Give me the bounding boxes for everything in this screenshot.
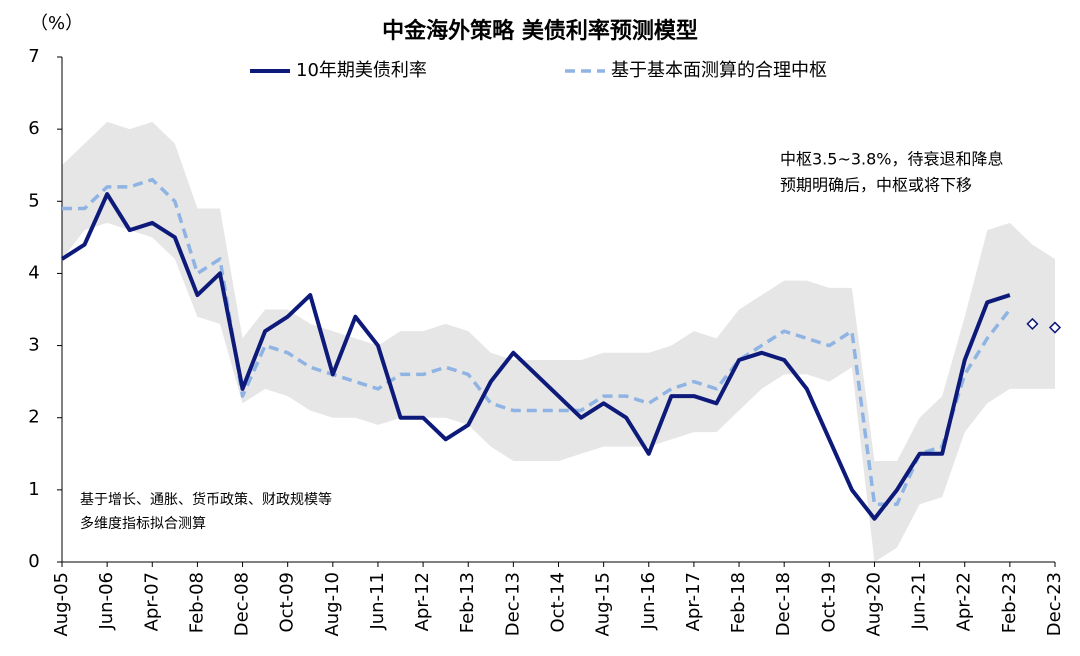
x-tick-label: Feb-08	[186, 572, 207, 633]
y-tick-label: 7	[28, 46, 39, 67]
y-tick-label: 5	[28, 190, 39, 211]
annotation: 中枢3.5~3.8%，待衰退和降息	[780, 150, 1004, 169]
x-tick-label: Jun-21	[909, 572, 930, 631]
x-tick-label: Feb-18	[728, 572, 749, 633]
legend-label: 基于基本面测算的合理中枢	[611, 60, 827, 81]
annotation: 预期明确后，中枢或将下移	[780, 176, 972, 195]
annotation: 多维度指标拟合测算	[80, 515, 206, 532]
x-tick-label: Jun-11	[367, 572, 388, 631]
x-tick-label: Feb-13	[457, 572, 478, 633]
y-tick-label: 1	[28, 479, 39, 500]
forecast-marker	[1048, 321, 1062, 334]
series-line	[62, 177, 1012, 507]
x-tick-label: Aug-15	[593, 572, 614, 637]
y-tick-label: 2	[28, 407, 39, 428]
legend-label: 10年期美债利率	[296, 60, 427, 81]
x-tick-label: Jun-16	[638, 572, 659, 631]
x-tick-label: Dec-13	[502, 572, 523, 636]
x-tick-label: Feb-23	[999, 572, 1020, 633]
x-tick-label: Apr-22	[954, 572, 975, 631]
y-tick-label: 4	[28, 262, 39, 283]
series-line	[60, 192, 1011, 521]
x-tick-label: Aug-10	[322, 572, 343, 637]
x-tick-label: Aug-05	[51, 572, 72, 637]
x-tick-label: Apr-07	[141, 572, 162, 631]
x-tick-label: Oct-14	[548, 572, 569, 633]
forecast-marker	[1026, 317, 1039, 330]
x-tick-label: Oct-09	[277, 572, 298, 633]
y-tick-label: 6	[28, 118, 39, 139]
x-tick-label: Dec-18	[773, 572, 794, 636]
x-tick-label: Jun-06	[96, 572, 117, 631]
x-tick-label: Apr-12	[412, 572, 433, 631]
y-axis-label: （%）	[30, 13, 83, 34]
annotation: 基于增长、通胀、货币政策、财政规模等	[80, 491, 332, 508]
x-tick-label: Aug-20	[863, 572, 884, 637]
x-tick-label: Dec-08	[232, 572, 253, 636]
y-tick-label: 0	[28, 551, 39, 572]
x-tick-label: Oct-19	[818, 572, 839, 633]
x-tick-label: Apr-17	[683, 572, 704, 631]
y-tick-label: 3	[28, 335, 39, 356]
x-tick-label: Dec-23	[1044, 572, 1065, 636]
chart-title: 中金海外策略 美债利率预测模型	[382, 18, 698, 44]
